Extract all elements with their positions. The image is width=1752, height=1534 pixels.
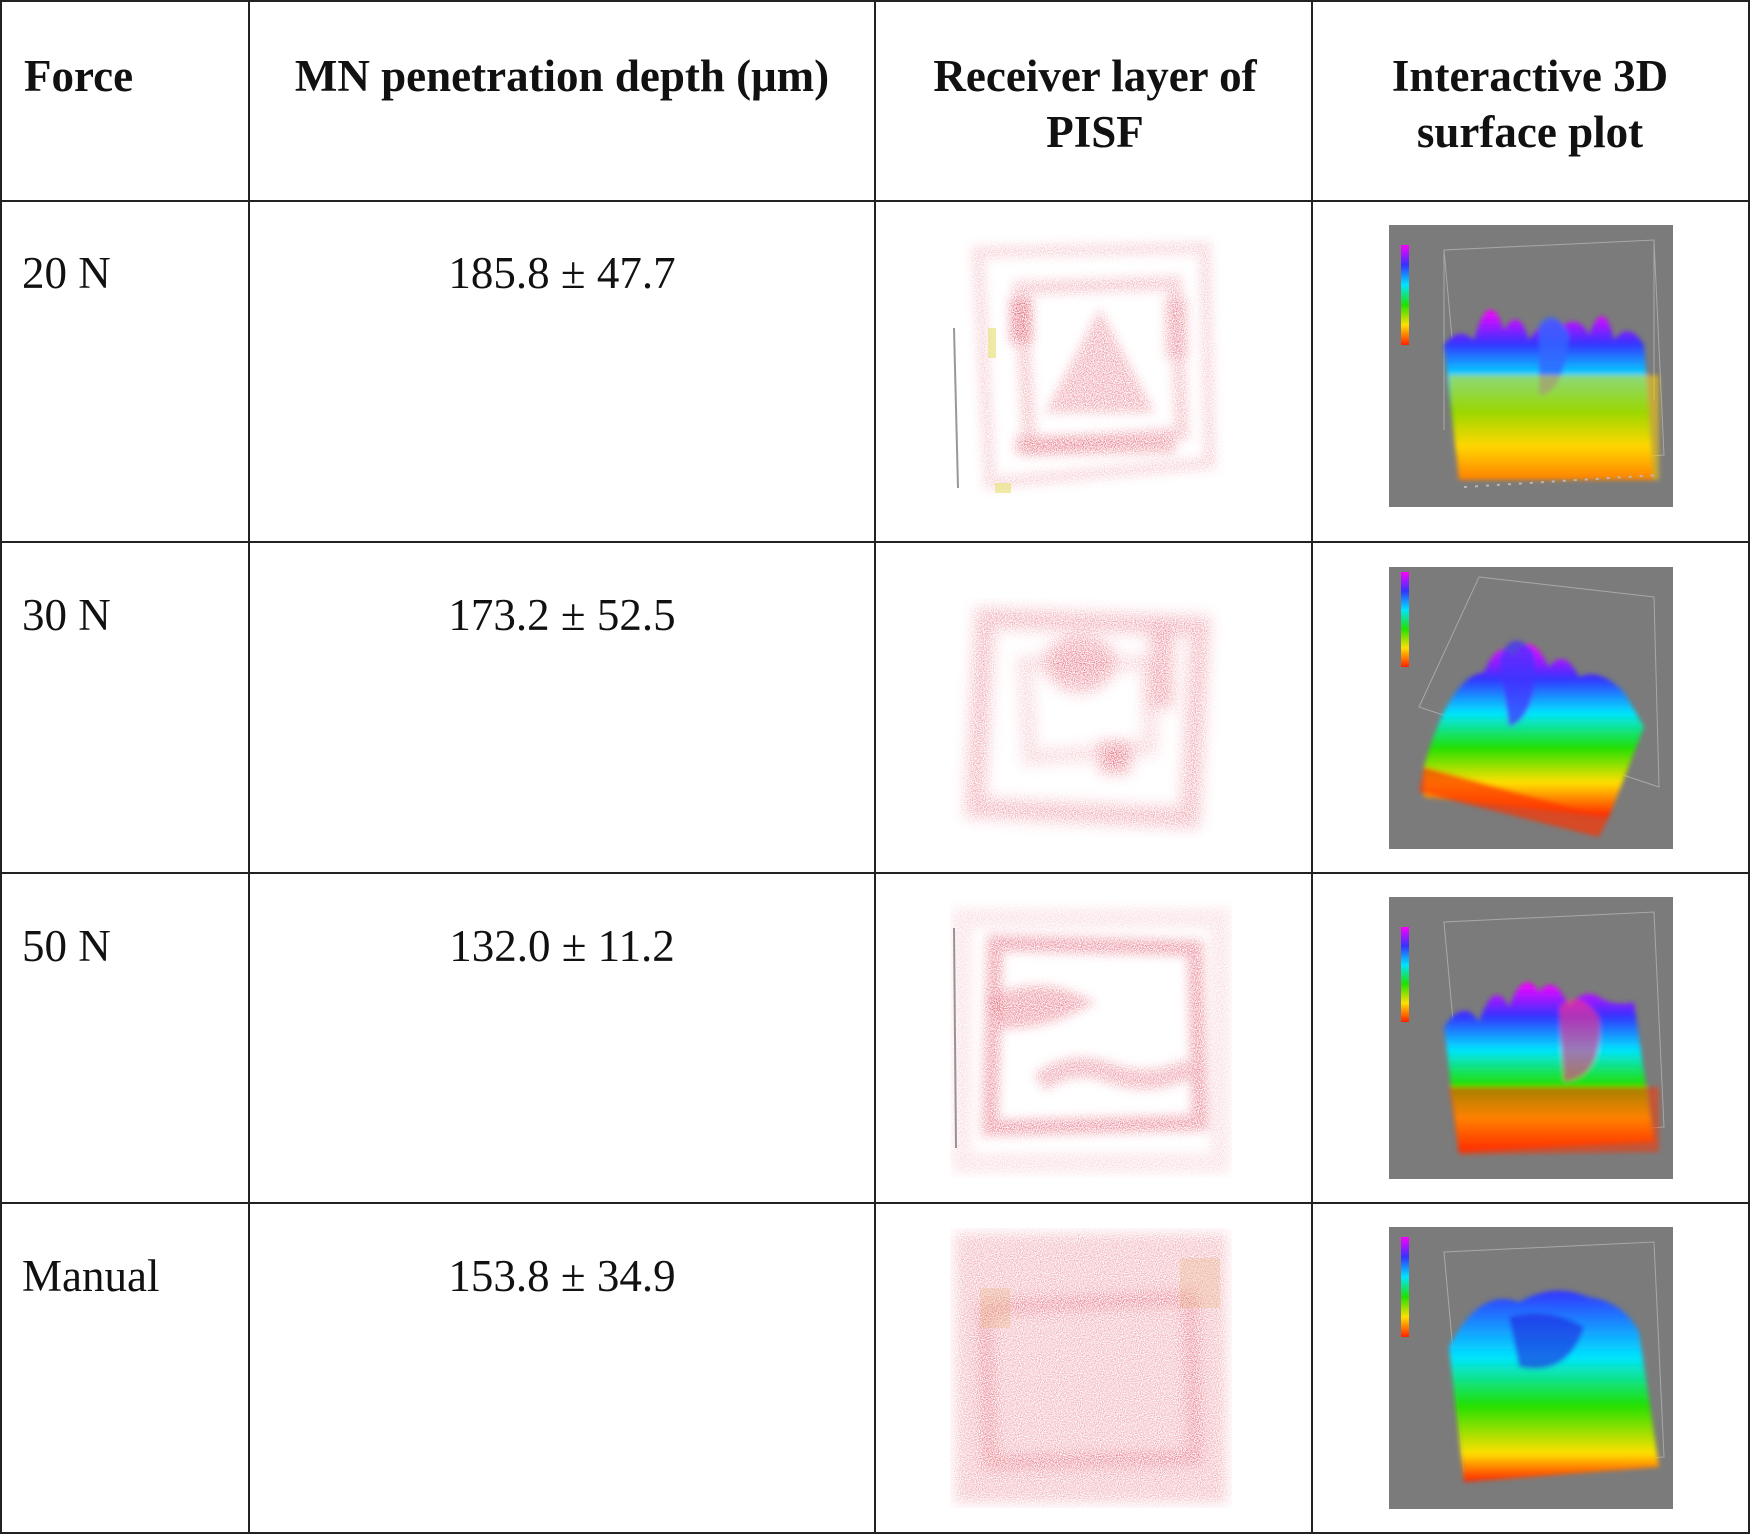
table-border-right (1748, 0, 1750, 1534)
surface-plot-image (1389, 1227, 1673, 1509)
receiver-layer-image (950, 1228, 1232, 1508)
column-divider (1311, 0, 1313, 1534)
receiver-layer-image (950, 228, 1232, 508)
depth-value: 153.8 ± 34.9 (448, 1251, 676, 1301)
receiver-layer-image (950, 568, 1232, 848)
force-value: 20 N (22, 248, 111, 298)
header-receiver-layer: Receiver layer of PISF (933, 51, 1257, 157)
surface-plot-image (1389, 567, 1673, 849)
header-3d-surface-plot: Interactive 3D surface plot (1391, 51, 1669, 157)
column-divider (248, 0, 250, 1534)
force-value: Manual (22, 1251, 160, 1301)
column-divider (874, 0, 876, 1534)
depth-value: 132.0 ± 11.2 (449, 921, 675, 971)
header-penetration-depth: MN penetration depth (μm) (294, 51, 830, 101)
table-border-left (0, 0, 2, 1534)
surface-plot-image (1389, 225, 1673, 507)
force-value: 50 N (22, 921, 111, 971)
depth-value: 173.2 ± 52.5 (448, 590, 676, 640)
depth-value: 185.8 ± 47.7 (448, 248, 676, 298)
header-force: Force (24, 51, 134, 101)
surface-plot-image (1389, 897, 1673, 1179)
receiver-layer-image (950, 898, 1232, 1178)
force-value: 30 N (22, 590, 111, 640)
